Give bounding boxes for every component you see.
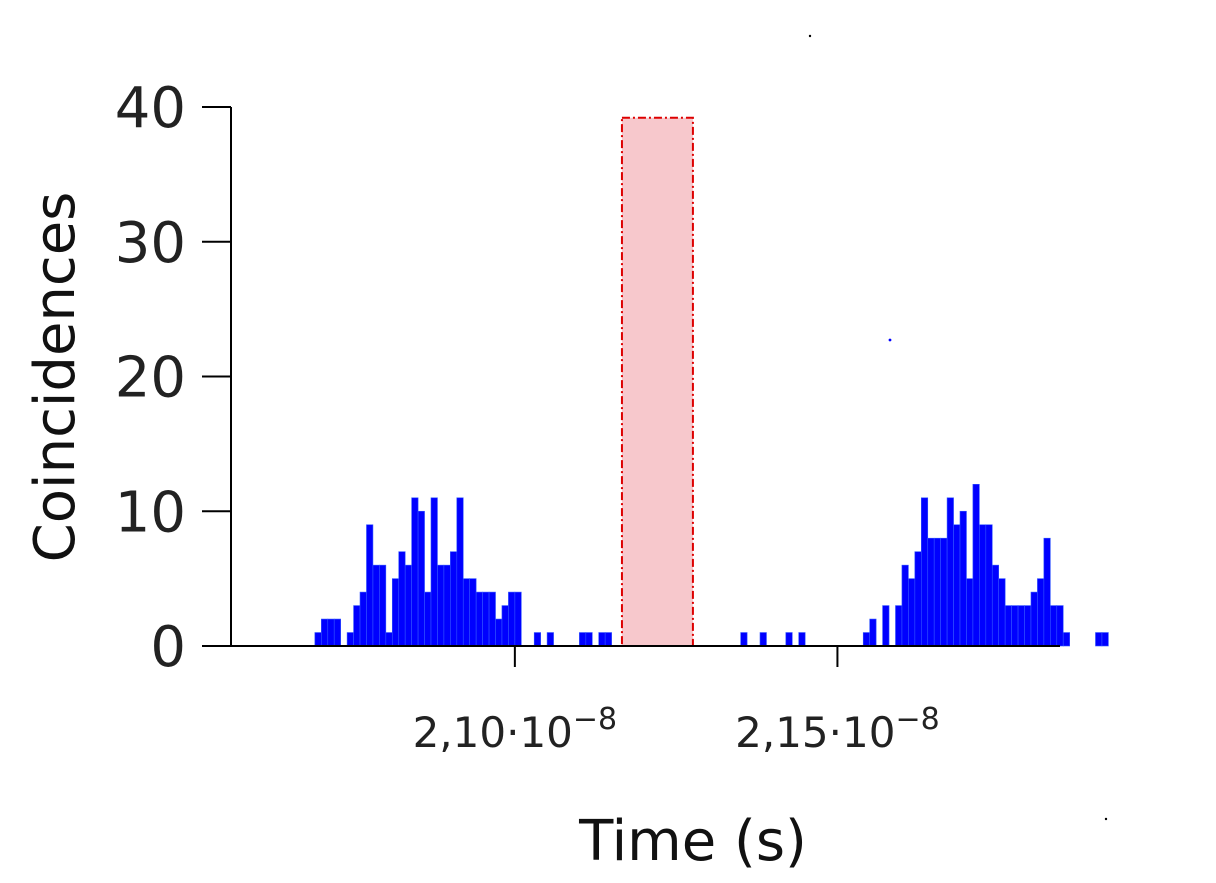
histogram-bar <box>1024 605 1032 647</box>
histogram-bar <box>1017 605 1025 647</box>
histogram-bar <box>424 591 432 647</box>
histogram-bar <box>404 564 412 647</box>
histogram-bar <box>1056 605 1064 647</box>
histogram-bar <box>914 551 922 647</box>
histogram-bar <box>379 564 387 647</box>
histogram-bar <box>430 497 438 647</box>
stray-speck <box>1104 817 1108 821</box>
histogram-bar <box>1062 632 1070 647</box>
highlight-layer <box>620 116 694 647</box>
y-tick-label: 30 <box>115 211 186 276</box>
histogram-bar <box>940 537 948 647</box>
histogram-bar <box>353 605 361 647</box>
histogram-bar <box>475 591 483 647</box>
bars-layer <box>314 483 1109 647</box>
histogram-bar <box>462 578 471 647</box>
histogram-bar <box>456 497 464 647</box>
histogram-bar <box>1043 537 1051 647</box>
y-ticks: 0 10 20 30 40 <box>115 76 231 680</box>
histogram-bar <box>1050 605 1058 647</box>
x-ticks: 2,10·10−8 2,15·10−8 <box>413 646 940 757</box>
histogram-bar <box>1030 591 1038 647</box>
histogram-bar <box>927 537 935 647</box>
y-axis-title: Coincidences <box>23 192 88 563</box>
histogram-bar <box>740 632 748 647</box>
histogram-bar <box>959 510 967 647</box>
histogram-bar <box>1101 632 1109 647</box>
histogram-bar <box>501 605 509 647</box>
histogram-bar <box>417 510 425 647</box>
x-axis-title: Time (s) <box>578 809 807 874</box>
histogram-bar <box>869 618 877 647</box>
histogram-bar <box>920 497 929 647</box>
histogram-bar <box>488 591 496 647</box>
stray-speck <box>808 34 812 38</box>
histogram-bar <box>514 591 522 647</box>
histogram-bar <box>1037 578 1045 647</box>
histogram-bar <box>546 632 554 647</box>
y-tick-label: 40 <box>115 76 186 141</box>
histogram-bar <box>314 632 322 647</box>
histogram-bar <box>391 578 400 647</box>
histogram-bar <box>985 524 993 647</box>
histogram-bar <box>398 551 406 647</box>
highlight-region <box>620 116 694 647</box>
histogram-bar <box>785 632 793 647</box>
stray-speck <box>888 338 892 342</box>
histogram-bar <box>979 524 987 647</box>
histogram-bar <box>508 591 516 647</box>
y-tick-label: 20 <box>115 346 186 411</box>
histogram-bar <box>882 605 890 647</box>
x-tick-label: 2,10·10−8 <box>413 702 618 757</box>
histogram-bar <box>933 537 941 647</box>
histogram-bar <box>327 618 335 647</box>
histogram-bar <box>901 564 909 647</box>
histogram-bar <box>359 591 367 647</box>
histogram-bar <box>443 564 451 647</box>
histogram-bar <box>385 632 393 647</box>
histogram-bar <box>533 632 541 647</box>
histogram-bar <box>579 632 587 647</box>
histogram-bar <box>372 564 380 647</box>
histogram-bar <box>798 632 806 647</box>
histogram-bar <box>862 632 870 647</box>
histogram-bar <box>895 605 903 647</box>
histogram-bar <box>908 578 916 647</box>
histogram-bar <box>966 578 974 647</box>
histogram-bar <box>1095 632 1103 647</box>
histogram-bar <box>321 618 329 647</box>
histogram-bar <box>1011 605 1019 647</box>
histogram-bar <box>598 632 606 647</box>
histogram-bar <box>946 497 954 647</box>
histogram-bar <box>604 632 612 647</box>
x-tick-label: 2,15·10−8 <box>735 702 940 757</box>
histogram-bar <box>585 632 593 647</box>
y-tick-label: 0 <box>150 615 186 680</box>
histogram-bar <box>759 632 767 647</box>
y-tick-label: 10 <box>115 480 186 545</box>
histogram-bar <box>495 618 503 647</box>
histogram-bar <box>998 578 1006 647</box>
histogram-bar <box>991 564 1000 647</box>
histogram-bar <box>366 524 374 647</box>
histogram-bar <box>437 564 445 647</box>
histogram-bar <box>333 618 341 647</box>
histogram-bar <box>469 578 477 647</box>
histogram-bar <box>972 483 980 647</box>
histogram-bar <box>346 632 354 647</box>
histogram-bar <box>482 591 490 647</box>
histogram-bar <box>450 551 458 647</box>
histogram-bar <box>953 524 961 647</box>
histogram-bar <box>1004 605 1012 647</box>
histogram-bar <box>411 497 419 647</box>
